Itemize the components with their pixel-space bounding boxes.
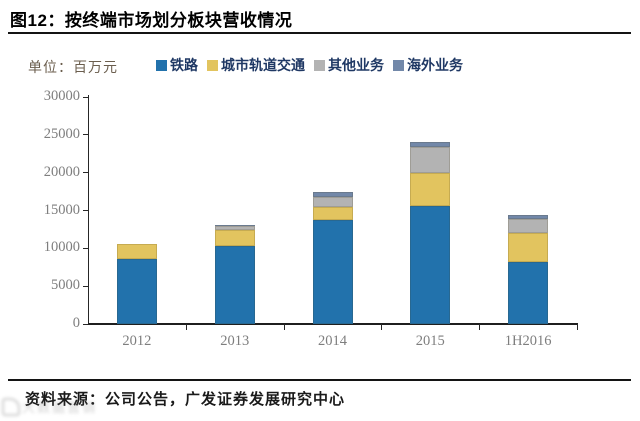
legend-item-2: 其他业务 <box>314 55 384 75</box>
y-axis-tick-label: 15000 <box>43 201 80 218</box>
y-axis-tick <box>83 285 88 287</box>
y-axis-tick-label: 20000 <box>43 163 80 180</box>
bar-stack-1H2016 <box>508 215 549 324</box>
bar-stack-2015 <box>410 142 451 324</box>
x-axis-tick <box>479 324 481 330</box>
y-axis-tick <box>83 323 88 325</box>
bar-stack-2012 <box>116 243 157 324</box>
x-axis-category-label: 2015 <box>415 333 445 349</box>
chart-legend: 铁路 城市轨道交通 其他业务 海外业务 <box>156 55 463 75</box>
bar-segment-城市轨道交通 <box>410 173 451 206</box>
legend-swatch-icon <box>156 59 167 71</box>
bar-stack-2014 <box>312 191 353 324</box>
x-axis-category-label: 2012 <box>122 333 152 349</box>
legend-item-0: 铁路 <box>156 55 198 75</box>
bar-segment-海外业务 <box>214 224 255 226</box>
bar-segment-海外业务 <box>312 191 353 197</box>
x-axis-category-label: 2013 <box>220 333 250 349</box>
y-axis <box>88 95 89 325</box>
bar-segment-城市轨道交通 <box>116 243 157 259</box>
title-divider <box>8 32 631 34</box>
bar-segment-海外业务 <box>508 215 549 220</box>
legend-label: 铁路 <box>170 57 198 73</box>
y-axis-tick-label: 25000 <box>43 125 80 142</box>
y-axis-tick-label: 30000 <box>43 88 80 104</box>
x-axis-tick <box>283 324 285 330</box>
legend-swatch-icon <box>314 59 325 71</box>
legend-item-1: 城市轨道交通 <box>207 55 305 75</box>
x-axis-category-label: 1H2016 <box>504 333 552 349</box>
x-axis <box>88 323 578 325</box>
x-axis-category-label: 2014 <box>317 333 347 349</box>
bar-segment-其他业务 <box>312 196 353 207</box>
bar-segment-海外业务 <box>410 142 451 147</box>
bar-segment-城市轨道交通 <box>508 233 549 262</box>
legend-label: 城市轨道交通 <box>221 57 305 73</box>
unit-label: 单位：百万元 <box>28 59 118 75</box>
y-axis-tick <box>83 210 88 211</box>
legend-item-3: 海外业务 <box>393 55 463 75</box>
legend-swatch-icon <box>393 59 404 71</box>
bar-segment-铁路 <box>410 205 451 324</box>
x-axis-tick <box>577 324 578 330</box>
legend-label: 其他业务 <box>328 57 384 73</box>
bar-segment-铁路 <box>312 220 353 324</box>
bar-segment-城市轨道交通 <box>214 229 255 247</box>
y-axis-tick-label: 0 <box>72 315 80 331</box>
watermark-logo-icon <box>2 397 20 416</box>
y-axis-tick <box>83 96 88 98</box>
watermark-text: 大数据营销 <box>22 400 98 415</box>
legend-label: 海外业务 <box>407 57 463 73</box>
watermark: 大数据营销 <box>2 397 97 416</box>
y-axis-tick-label: 10000 <box>43 239 80 256</box>
bar-segment-其他业务 <box>214 225 255 230</box>
y-axis-tick <box>83 134 88 136</box>
bar-segment-其他业务 <box>508 219 549 234</box>
bar-segment-铁路 <box>116 258 157 324</box>
y-axis-tick <box>83 172 88 174</box>
x-axis-tick <box>381 324 383 330</box>
footer-divider <box>8 379 631 381</box>
figure-title: 图12：按终端市场划分板块营收情况 <box>10 11 293 30</box>
bar-segment-铁路 <box>214 246 255 324</box>
legend-swatch-icon <box>207 59 218 71</box>
source-note: 资料来源：公司公告，广发证券发展研究中心 <box>25 391 346 408</box>
bar-segment-城市轨道交通 <box>312 206 353 221</box>
bar-segment-铁路 <box>508 261 549 324</box>
x-axis-tick <box>185 324 187 330</box>
bar-stack-2013 <box>214 224 255 324</box>
bar-segment-其他业务 <box>410 146 451 174</box>
y-axis-tick <box>83 247 88 249</box>
y-axis-tick-label: 5000 <box>51 277 80 294</box>
